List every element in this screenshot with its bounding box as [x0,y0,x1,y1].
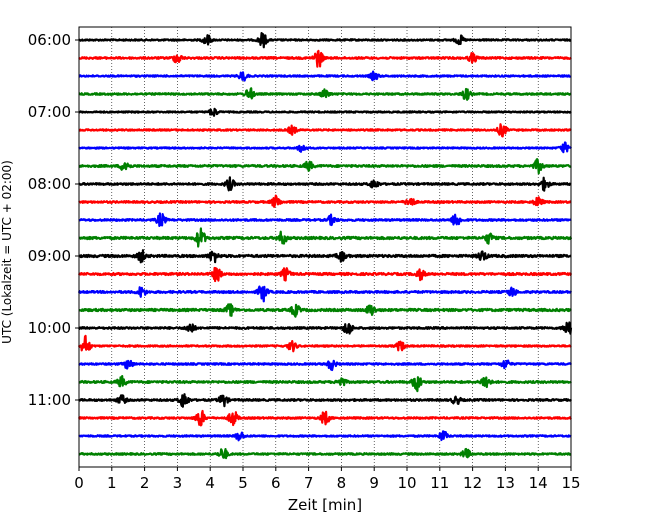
seismogram-trace [78,158,572,175]
seismogram-trace [78,87,572,101]
plot-frame [78,26,572,468]
seismogram-trace [78,49,572,68]
y-tick-label: 06:00 [28,31,71,49]
x-tick-label: 14 [529,474,548,492]
x-tick-label: 5 [238,474,248,492]
grid-lines [111,27,539,467]
x-tick-label: 4 [205,474,215,492]
x-tick-label: 9 [369,474,379,492]
seismogram-trace [78,123,572,138]
seismogram-trace [77,409,572,427]
y-tick-label: 08:00 [28,175,71,193]
y-axis-ticks: 06:00 07:00 08:00 09:00 10:00 11:00 [28,31,79,409]
seismogram-trace [77,334,572,353]
seismogram-trace [78,194,572,208]
seismogram-trace [78,107,572,117]
seismogram-trace [78,176,572,192]
seismogram-trace [77,285,572,303]
seismogram-trace [77,321,573,335]
seismogram-trace [78,249,572,264]
x-tick-label: 3 [173,474,183,492]
y-tick-label: 09:00 [28,247,71,265]
x-axis-label: Zeit [min] [288,496,362,514]
y-tick-label: 11:00 [28,391,71,409]
seismogram-trace [77,393,572,408]
seismogram-trace [78,70,572,82]
x-tick-label: 15 [561,474,580,492]
x-tick-label: 2 [140,474,150,492]
x-axis-ticks: 0 1 2 3 4 5 6 7 8 9 10 11 12 13 14 15 [74,467,581,492]
seismogram-trace [78,374,572,393]
y-axis-label: UTC (Lokalzeit = UTC + 02:00) [0,160,14,344]
x-tick-label: 0 [74,474,84,492]
seismogram-trace [78,212,572,227]
x-tick-label: 6 [271,474,281,492]
seismogram-trace [78,141,572,154]
x-tick-label: 1 [107,474,117,492]
x-tick-label: 8 [337,474,347,492]
seismogram-trace [78,227,573,248]
x-tick-label: 11 [430,474,449,492]
seismogram-traces [77,32,573,460]
seismogram-trace [78,303,572,318]
x-tick-label: 10 [397,474,416,492]
y-tick-label: 07:00 [28,103,71,121]
x-tick-label: 12 [463,474,482,492]
x-tick-label: 7 [304,474,314,492]
seismogram-trace [78,32,572,49]
seismogram-trace [77,266,573,283]
y-tick-label: 10:00 [28,319,71,337]
seismogram-trace [78,359,572,372]
x-tick-label: 13 [496,474,515,492]
seismogram-trace [78,430,572,442]
seismogram-trace [78,447,572,460]
